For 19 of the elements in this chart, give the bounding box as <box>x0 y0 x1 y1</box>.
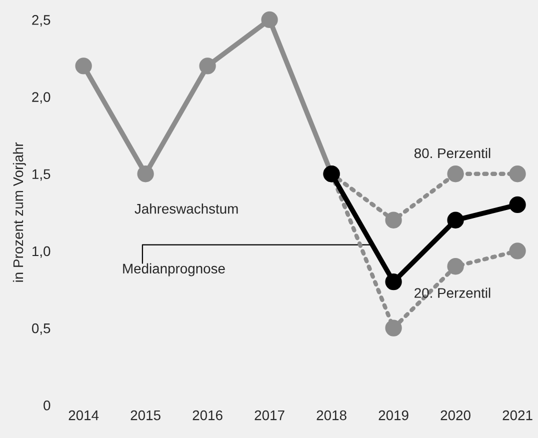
text: Medianprognose <box>123 263 225 276</box>
y-axis-title: in Prozent zum Vorjahr <box>12 142 26 282</box>
series-label: 20. Perzentil <box>414 288 490 298</box>
y-tick-label: 1,0 <box>32 246 50 258</box>
y-tick-label: 0 <box>44 400 50 410</box>
x-tick-label: 2020 <box>440 410 470 420</box>
y-tick-label: 1,5 <box>32 169 50 181</box>
y-tick-label: 2,0 <box>32 92 50 104</box>
series-label: Jahreswachstum <box>134 204 238 214</box>
x-tick-label: 2015 <box>130 410 160 420</box>
x-tick-label: 2017 <box>254 410 284 420</box>
x-tick-label: 2021 <box>502 410 532 420</box>
x-tick-label: 2018 <box>316 410 346 420</box>
x-tick-label: 2016 <box>192 410 222 420</box>
y-tick-label: 2,5 <box>32 15 50 27</box>
x-tick-label: 2014 <box>68 410 99 420</box>
x-tick-label: 2019 <box>378 410 408 420</box>
series-label: 80. Perzentil <box>414 148 490 158</box>
y-tick-label: 0,5 <box>32 323 50 335</box>
